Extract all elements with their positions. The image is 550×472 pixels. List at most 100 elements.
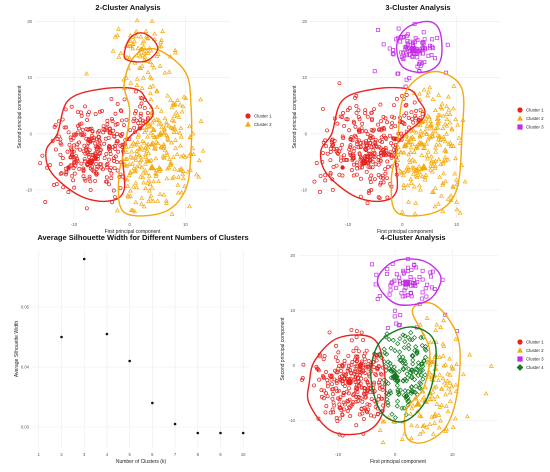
data-point bbox=[347, 386, 351, 391]
data-point bbox=[436, 157, 442, 162]
data-point bbox=[70, 152, 74, 157]
data-point bbox=[358, 176, 363, 181]
data-point bbox=[181, 94, 187, 99]
data-point bbox=[370, 159, 375, 164]
data-point bbox=[437, 112, 443, 117]
data-point bbox=[336, 388, 341, 393]
data-point bbox=[130, 207, 136, 212]
cluster-2-centroid bbox=[138, 47, 144, 52]
data-point bbox=[353, 380, 358, 384]
legend-label-cluster-1: Cluster 1 bbox=[254, 114, 272, 119]
x-tick-label: -10 bbox=[345, 222, 352, 227]
data-point bbox=[440, 180, 446, 185]
data-point bbox=[400, 377, 406, 384]
data-point bbox=[180, 168, 186, 173]
data-point bbox=[78, 147, 83, 152]
data-point bbox=[351, 156, 356, 160]
data-point bbox=[376, 162, 381, 167]
data-point bbox=[377, 382, 382, 387]
data-point bbox=[409, 267, 414, 272]
data-point bbox=[158, 132, 164, 137]
data-point bbox=[159, 124, 164, 130]
data-point bbox=[102, 141, 107, 146]
data-point bbox=[104, 175, 109, 180]
data-point bbox=[418, 334, 424, 341]
data-point bbox=[410, 403, 416, 408]
data-point bbox=[348, 414, 353, 419]
data-point bbox=[406, 199, 411, 204]
data-point bbox=[97, 162, 102, 167]
cluster-2-centroid bbox=[414, 399, 422, 407]
data-point bbox=[426, 374, 432, 379]
y-tick-label: -10 bbox=[289, 418, 296, 423]
data-point bbox=[407, 370, 413, 376]
data-point bbox=[369, 145, 374, 149]
data-point bbox=[377, 427, 383, 432]
data-point bbox=[339, 158, 343, 163]
data-point bbox=[411, 167, 417, 172]
data-point bbox=[414, 108, 419, 113]
data-point bbox=[147, 181, 153, 187]
chart-title: Average Silhouette Width for Different N… bbox=[37, 233, 248, 242]
x-tick-label: 1 bbox=[38, 452, 41, 457]
data-point bbox=[133, 157, 139, 162]
data-point bbox=[442, 138, 448, 144]
data-point bbox=[341, 390, 346, 395]
data-point bbox=[354, 346, 359, 351]
data-point bbox=[178, 134, 184, 139]
data-point bbox=[340, 115, 345, 119]
data-point bbox=[178, 125, 184, 130]
cluster-3-hull bbox=[395, 20, 443, 74]
legend-label-cluster-2: Cluster 2 bbox=[254, 122, 272, 127]
data-point bbox=[154, 104, 160, 109]
data-point bbox=[108, 126, 112, 131]
data-point bbox=[133, 111, 137, 116]
data-point bbox=[420, 290, 425, 295]
data-point bbox=[316, 416, 321, 421]
data-point bbox=[406, 269, 410, 274]
data-point bbox=[164, 175, 170, 181]
data-point bbox=[121, 123, 126, 128]
data-point bbox=[148, 124, 154, 129]
data-point bbox=[409, 375, 415, 381]
data-point bbox=[387, 292, 392, 297]
data-point bbox=[433, 56, 438, 61]
data-point bbox=[179, 189, 185, 195]
cluster-1-centroid bbox=[87, 158, 95, 166]
data-point bbox=[417, 142, 422, 147]
data-point bbox=[460, 371, 466, 377]
data-point bbox=[80, 127, 85, 132]
data-point bbox=[53, 123, 58, 127]
data-point bbox=[114, 208, 120, 213]
data-point bbox=[388, 363, 394, 369]
x-tick-label: 10 bbox=[454, 222, 459, 227]
data-point bbox=[337, 363, 342, 368]
data-point bbox=[365, 132, 370, 137]
data-point bbox=[401, 50, 406, 55]
data-point bbox=[332, 146, 336, 151]
data-point bbox=[425, 156, 430, 161]
data-point bbox=[379, 396, 384, 401]
data-point bbox=[435, 121, 441, 126]
data-point bbox=[81, 169, 86, 173]
data-point bbox=[415, 64, 420, 69]
data-point bbox=[358, 396, 363, 400]
data-point bbox=[369, 128, 374, 133]
data-point bbox=[446, 141, 451, 146]
data-point bbox=[110, 116, 114, 121]
data-point bbox=[402, 363, 409, 369]
data-point bbox=[418, 361, 425, 367]
data-point bbox=[379, 119, 383, 124]
data-point bbox=[412, 211, 418, 216]
data-point bbox=[417, 187, 423, 192]
data-point bbox=[430, 269, 435, 274]
data-point bbox=[411, 277, 416, 282]
data-point bbox=[166, 69, 172, 74]
data-point bbox=[164, 152, 170, 157]
data-point bbox=[324, 144, 328, 149]
data-point bbox=[139, 165, 145, 170]
x-axis-label: First principal component bbox=[105, 229, 161, 235]
data-point bbox=[325, 151, 330, 156]
data-point bbox=[421, 358, 427, 364]
grid-lines bbox=[310, 16, 500, 218]
